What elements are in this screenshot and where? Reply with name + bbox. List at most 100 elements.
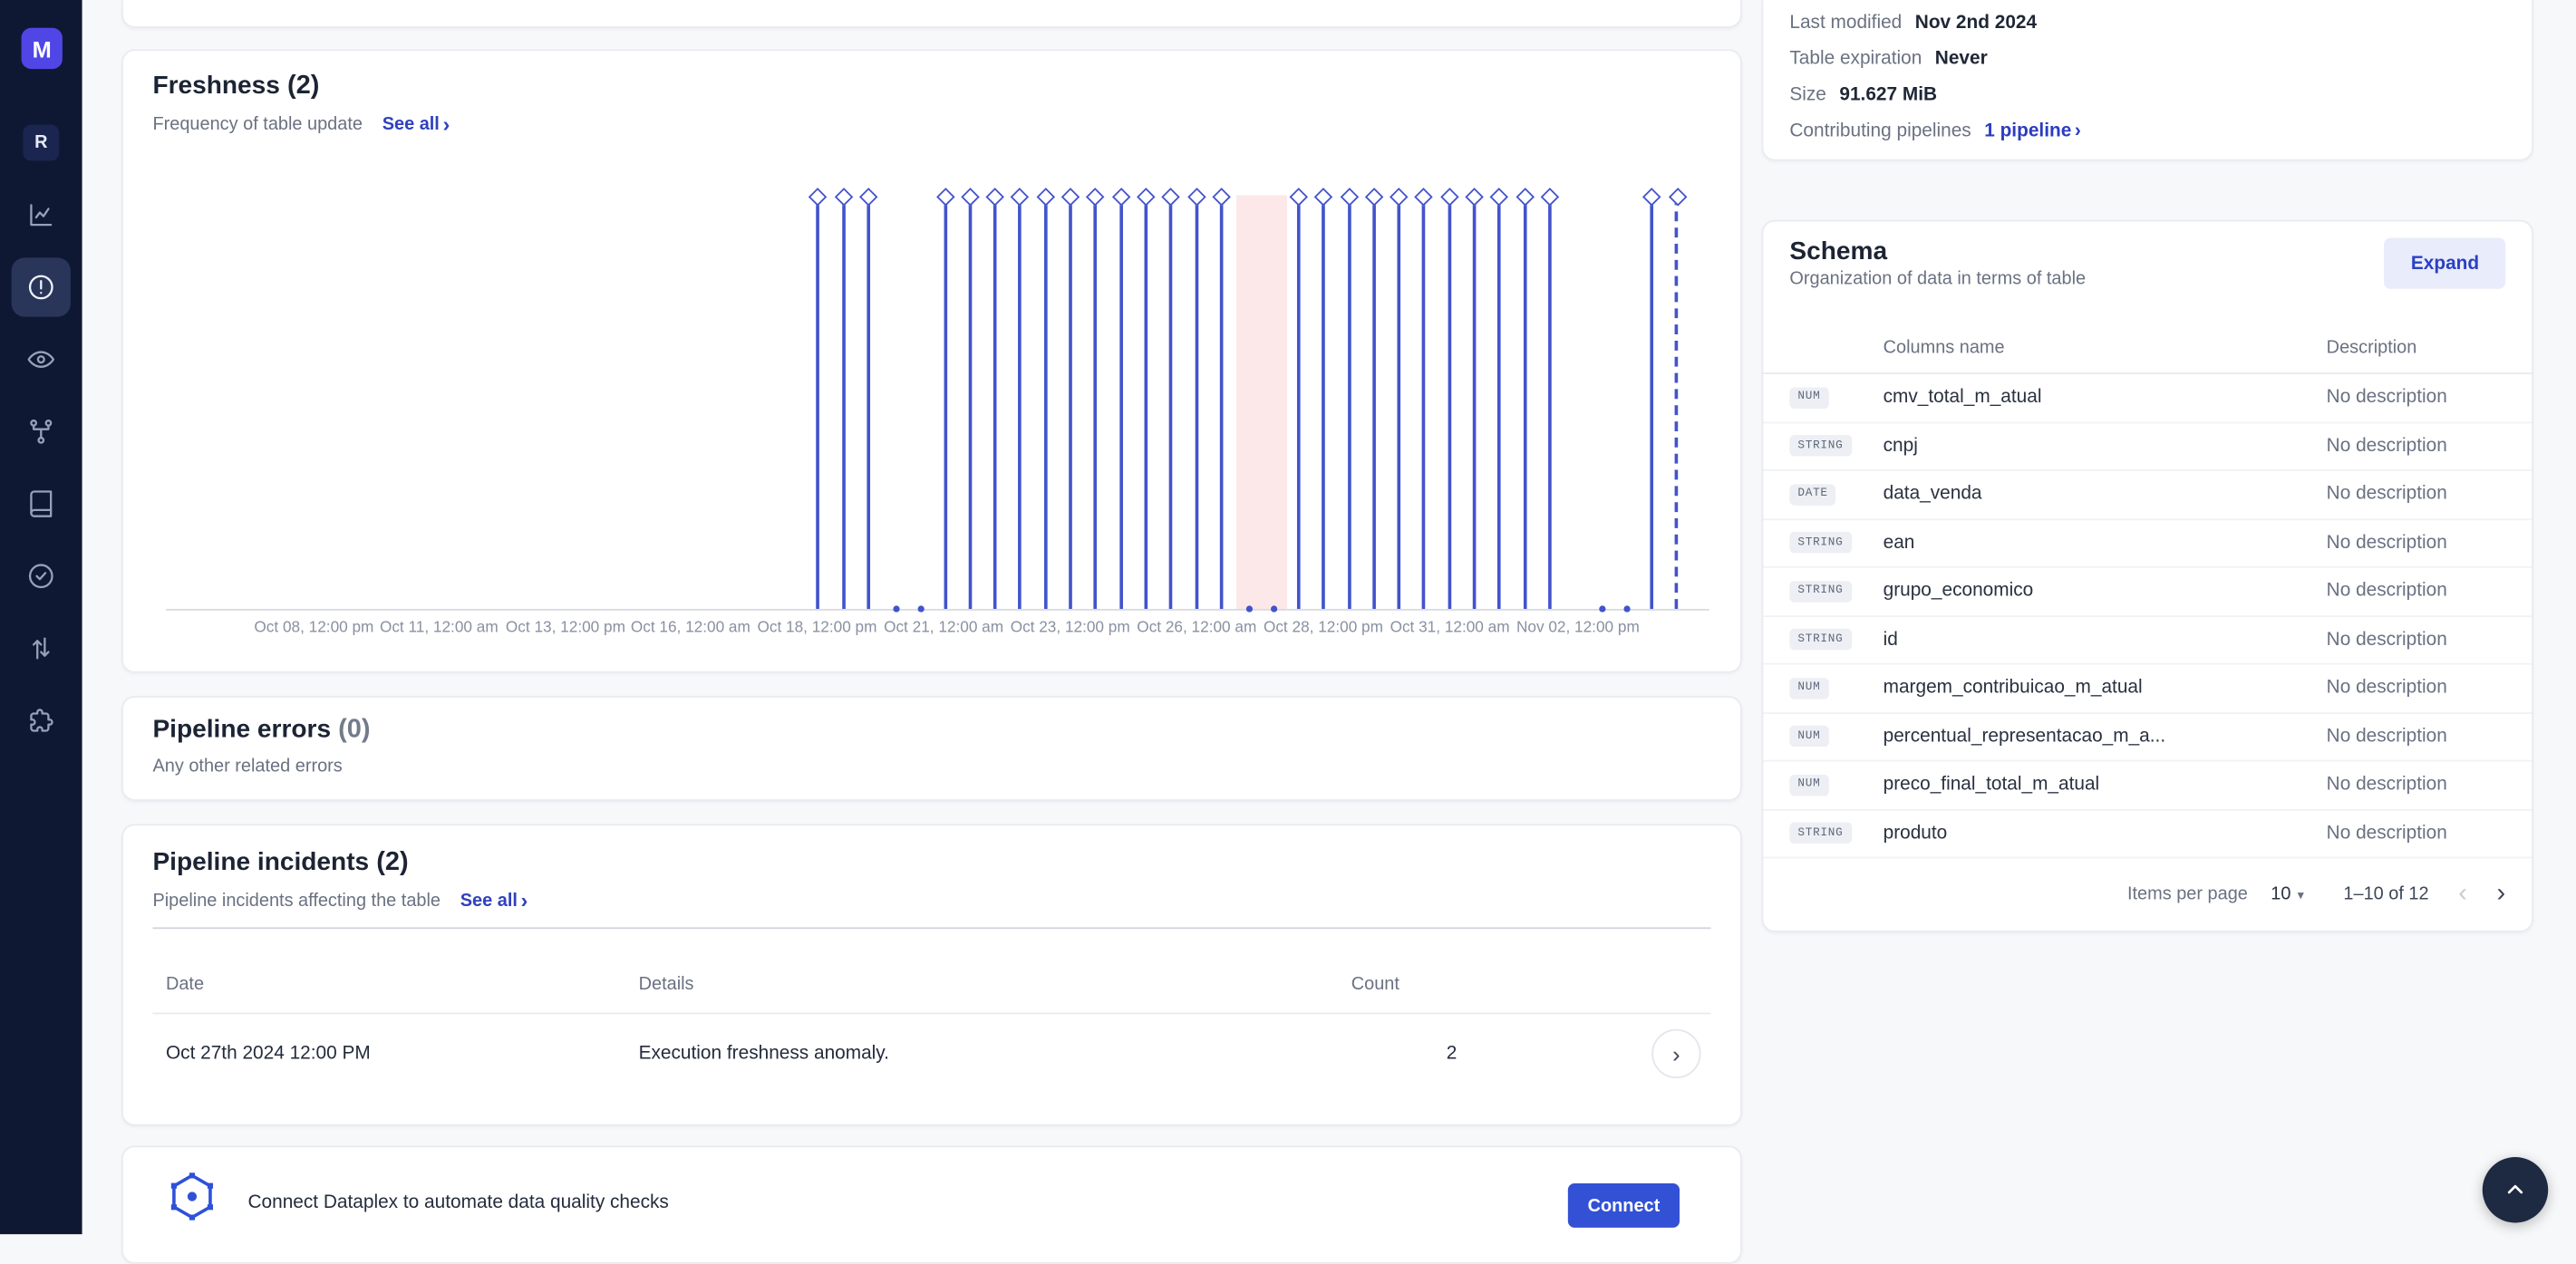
schema-row[interactable]: DATE data_venda No description [1763,471,2532,520]
freshness-event-stem [1440,188,1459,610]
freshness-title: Freshness (2) [152,72,320,101]
event-diamond-marker [1111,188,1131,207]
freshness-event-stem [1489,188,1509,610]
chart-icon [30,204,53,227]
freshness-event-stem [1161,188,1180,610]
info-row-table-expiration: Table expiration Never [1789,49,1988,70]
pipeline-errors-subtitle: Any other related errors [152,757,343,777]
items-per-page-select[interactable]: 10 ▾ [2271,884,2304,905]
x-axis-tick-label: Oct 21, 12:00 am [884,618,1004,637]
chevron-right-icon: › [2074,121,2081,141]
freshness-card: Freshness (2) Frequency of table update … [121,49,1742,673]
event-diamond-marker [1390,188,1409,207]
column-name: data_venda [1883,484,1982,505]
x-axis-tick-label: Oct 18, 12:00 pm [757,618,877,637]
schema-row[interactable]: STRING ean No description [1763,519,2532,568]
column-type-badge: NUM [1789,387,1829,409]
freshness-event-stem [1414,188,1433,610]
workspace-avatar[interactable]: R [23,124,60,161]
column-name: produto [1883,823,1948,844]
event-diamond-marker [1340,188,1360,207]
event-diamond-marker [1161,188,1180,207]
alert-circle-icon [28,275,53,300]
missed-update-dot [1270,605,1278,613]
event-diamond-marker [834,188,853,207]
sidebar-item-compare[interactable] [12,619,71,678]
schema-table-body: NUM cmv_total_m_atual No description STRING… [1763,374,2532,859]
event-diamond-marker [1187,188,1206,207]
scroll-to-top-button[interactable] [2482,1157,2549,1223]
dataplex-icon [170,1172,214,1221]
sidebar-item-incidents[interactable] [11,257,71,317]
pipeline-incidents-subtitle: Pipeline incidents affecting the table [152,890,441,911]
pipeline-errors-card: Pipeline errors (0) Any other related er… [121,696,1742,801]
column-type-badge: STRING [1789,435,1852,458]
freshness-event-stem [1364,188,1384,610]
freshness-event-stem [1187,188,1206,610]
expand-button[interactable]: Expand [2384,237,2506,289]
incidents-col-date: Date [165,974,205,995]
pagination-prev-button[interactable]: ‹ [2458,879,2467,908]
pagination-range: 1–10 of 12 [2343,884,2429,905]
schema-row[interactable]: NUM margem_contribuicao_m_atual No descrip… [1763,665,2532,714]
schema-row[interactable]: STRING cnpj No description [1763,422,2532,471]
chevron-right-icon: › [1672,1040,1680,1067]
column-type-badge: NUM [1789,774,1829,796]
incident-expand-button[interactable]: › [1651,1028,1701,1079]
previous-card-remnant [121,0,1742,28]
sidebar-item-lineage[interactable] [12,402,71,461]
event-diamond-marker [1489,188,1509,207]
app-logo[interactable]: M [21,27,63,70]
freshness-event-stem [1465,188,1485,610]
column-description: No description [2326,533,2447,553]
schema-col-description-header: Description [2326,338,2417,358]
missed-update-dot [1245,605,1253,613]
chevron-right-icon: › [520,887,528,913]
anomaly-band [1236,195,1288,610]
freshness-event-stem [1212,188,1231,610]
freshness-event-stem [935,188,955,610]
incidents-col-count: Count [1351,974,1399,995]
event-diamond-marker [1465,188,1485,207]
incidents-col-details: Details [638,974,694,995]
freshness-event-stem [1540,188,1560,610]
sidebar: M R [0,0,82,1235]
schema-row[interactable]: STRING produto No description [1763,810,2532,859]
pipeline-errors-count: (0) [338,715,371,744]
connect-button[interactable]: Connect [1567,1182,1680,1228]
freshness-chart-plot[interactable] [165,150,1709,613]
x-axis-tick-label: Oct 31, 12:00 am [1390,618,1510,637]
schema-row[interactable]: NUM cmv_total_m_atual No description [1763,374,2532,423]
column-name: grupo_economico [1883,581,2034,602]
schema-row[interactable]: STRING id No description [1763,616,2532,665]
x-axis-tick-label: Oct 13, 12:00 pm [505,618,625,637]
event-diamond-marker [1136,188,1156,207]
schema-row[interactable]: NUM percentual_representacao_m_a... No des… [1763,713,2532,762]
compare-arrows-icon [32,637,50,660]
x-axis-tick-label: Nov 02, 12:00 pm [1516,618,1640,637]
schema-pagination: Items per page 10 ▾ 1–10 of 12 ‹ › [1789,872,2505,918]
schema-subtitle: Organization of data in terms of table [1789,269,2087,289]
column-description: No description [2326,581,2447,602]
sidebar-item-catalog[interactable] [12,474,71,533]
column-type-badge: STRING [1789,822,1852,844]
sidebar-item-integrations[interactable] [12,692,71,751]
column-type-badge: NUM [1789,677,1829,700]
x-axis-tick-label: Oct 16, 12:00 am [630,618,751,637]
sidebar-item-monitors[interactable] [12,330,71,389]
event-diamond-marker [935,188,955,207]
event-diamond-marker [1516,188,1535,207]
freshness-see-all-link[interactable]: See all › [382,111,450,137]
incidents-see-all-link[interactable]: See all › [460,887,528,913]
event-diamond-marker [1010,188,1029,207]
pagination-next-button[interactable]: › [2496,879,2506,908]
pipeline-link[interactable]: 1 pipeline › [1984,121,2081,141]
incidents-divider [152,927,1711,930]
x-axis-tick-label: Oct 23, 12:00 pm [1010,618,1130,637]
sidebar-item-quality[interactable] [12,546,71,605]
schema-row[interactable]: NUM preco_final_total_m_atual No descripti… [1763,761,2532,810]
column-type-badge: STRING [1789,532,1852,554]
sidebar-item-charts[interactable] [12,186,71,245]
schema-row[interactable]: STRING grupo_economico No description [1763,568,2532,617]
freshness-chart-ticks: Oct 08, 12:00 pm Oct 11, 12:00 am Oct 13, … [166,619,1709,642]
